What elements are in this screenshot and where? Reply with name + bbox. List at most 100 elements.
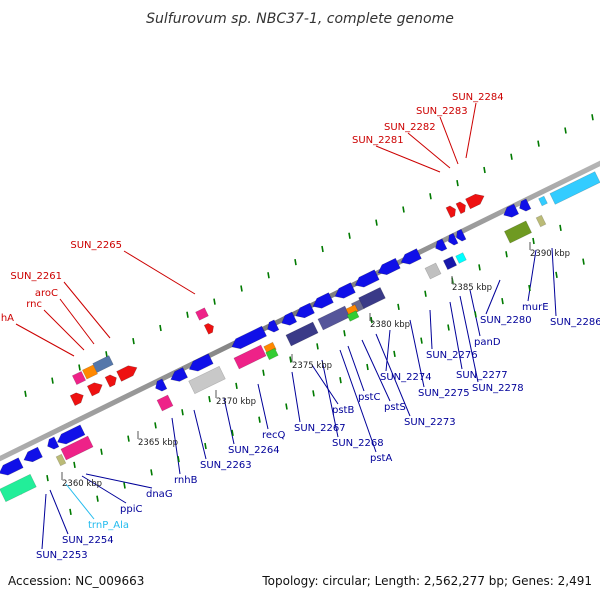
gene-feature	[503, 220, 533, 244]
gene-features	[0, 171, 600, 503]
gene-label: pstB	[332, 405, 354, 416]
scale-tick-label: 2385 kbp	[452, 283, 492, 293]
leader-line	[439, 116, 459, 165]
gene-label: SUN_2254	[62, 535, 114, 546]
grid-dot	[186, 311, 189, 318]
gene-label: panD	[474, 337, 501, 348]
leader-line	[527, 249, 537, 302]
gene-feature	[104, 374, 117, 388]
gene-feature	[295, 302, 315, 319]
label-leader-lines	[15, 102, 557, 550]
gene-feature	[82, 364, 98, 380]
gene-label: aroC	[35, 288, 58, 299]
grid-dot	[208, 395, 211, 403]
grid-dot	[343, 330, 346, 337]
gene-feature	[538, 195, 548, 207]
grid-dot	[402, 206, 405, 213]
leader-line	[407, 132, 451, 169]
gene-feature	[519, 198, 532, 212]
leader-line	[291, 371, 301, 423]
grid-dot	[424, 290, 427, 297]
gene-label: trnP_Ala	[88, 520, 129, 531]
grid-dot	[159, 324, 162, 332]
grid-dot	[132, 338, 135, 345]
gene-feature	[346, 310, 360, 322]
grid-dot	[231, 429, 234, 436]
grid-dot	[285, 403, 288, 410]
gene-feature	[424, 262, 442, 280]
leader-line	[429, 309, 433, 350]
grid-dot	[294, 258, 297, 266]
grid-dot	[370, 316, 373, 324]
grid-dot	[510, 153, 513, 160]
gene-label: SUN_2253	[36, 550, 88, 561]
gene-feature	[56, 424, 86, 445]
gene-feature	[265, 347, 279, 361]
leader-line	[41, 493, 47, 550]
leader-line	[65, 483, 95, 520]
gene-label: SUN_2264	[228, 445, 280, 456]
grid-dot	[177, 456, 180, 463]
grid-dot	[532, 237, 535, 245]
grid-dot	[555, 271, 558, 278]
gene-label: SUN_2263	[200, 460, 252, 471]
grid-dot	[46, 474, 49, 482]
grid-dot	[393, 350, 396, 357]
grid-dot	[96, 495, 99, 502]
gene-feature	[231, 325, 267, 350]
gene-feature	[195, 307, 209, 321]
gene-feature	[170, 367, 189, 382]
scale-tick-label: 2390 kbp	[530, 249, 570, 259]
grid-dot	[154, 422, 157, 429]
grid-dot	[105, 351, 108, 358]
grid-dot	[420, 337, 423, 344]
gene-feature	[317, 305, 351, 331]
grid-dot	[456, 179, 459, 187]
gene-label: SUN_2265	[70, 240, 122, 251]
leader-line	[311, 364, 339, 405]
gene-feature	[285, 321, 319, 347]
grid-dot	[429, 193, 432, 200]
leader-line	[49, 489, 69, 535]
grid-dot	[150, 469, 153, 476]
gene-feature	[71, 370, 87, 386]
gene-feature	[60, 435, 94, 461]
gene-feature	[549, 171, 600, 205]
gene-feature	[455, 252, 467, 264]
gene-label: SUN_2283	[416, 106, 468, 117]
gene-label: SUN_2281	[352, 135, 404, 146]
leader-line	[375, 333, 411, 417]
grid-dot	[123, 482, 126, 489]
scale-tick-label: 2360 kbp	[62, 479, 102, 489]
gene-feature	[312, 292, 334, 309]
topology-text: Topology: circular; Length: 2,562,277 bp…	[262, 574, 592, 588]
gene-feature	[455, 201, 466, 215]
gene-label: rnhA	[0, 313, 14, 324]
gene-feature	[334, 282, 356, 299]
grid-dot	[267, 272, 270, 279]
gene-feature	[465, 193, 485, 210]
leader-line	[81, 475, 127, 504]
grid-dot	[537, 140, 540, 147]
gene-label: pstC	[358, 392, 380, 403]
gene-feature	[281, 311, 298, 326]
grid-dot	[591, 114, 594, 121]
gene-feature	[86, 382, 103, 397]
leader-line	[85, 473, 153, 489]
grid-dot	[582, 258, 585, 265]
gene-feature	[69, 392, 84, 406]
grid-dot	[501, 298, 504, 305]
gene-feature	[233, 344, 267, 370]
leader-line	[465, 102, 477, 159]
gene-feature	[377, 257, 401, 276]
grid-dot	[528, 284, 531, 292]
gene-label: SUN_2275	[418, 388, 470, 399]
grid-dot	[127, 435, 130, 442]
grid-dot	[316, 343, 319, 350]
leader-line	[375, 145, 441, 173]
gene-label: pstA	[370, 453, 392, 464]
gene-feature	[456, 228, 467, 242]
leader-line	[409, 319, 425, 388]
accession-text: Accession: NC_009663	[8, 574, 145, 588]
gene-feature	[535, 214, 547, 228]
